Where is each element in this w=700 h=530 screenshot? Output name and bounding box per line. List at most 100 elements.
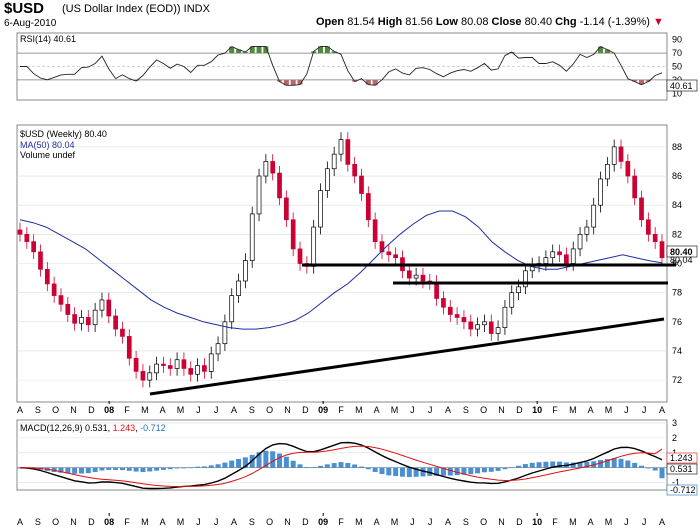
price-bar bbox=[509, 292, 515, 308]
axis-month-label: D bbox=[88, 405, 95, 415]
price-bar bbox=[120, 328, 125, 337]
macd-hist-bar bbox=[283, 456, 289, 468]
macd-hist-bar bbox=[311, 467, 317, 468]
price-bar bbox=[188, 368, 194, 375]
axis-month-label: N bbox=[70, 405, 77, 415]
axis-month-label: M bbox=[605, 405, 613, 415]
macd-hist-bar bbox=[181, 467, 187, 469]
macd-tick-label: 2 bbox=[672, 433, 677, 443]
macd-hist-bar bbox=[270, 451, 276, 468]
axis-month-label: J bbox=[214, 405, 219, 415]
macd-hist-bar bbox=[222, 462, 228, 468]
axis-month-label: D bbox=[516, 405, 523, 415]
ma-label: MA(50) 80.04 bbox=[20, 140, 75, 150]
price-bar bbox=[256, 175, 262, 215]
price-bar bbox=[126, 336, 132, 359]
trendline bbox=[149, 317, 665, 396]
axis-month-label: F bbox=[124, 517, 130, 527]
macd-hist-bar bbox=[154, 467, 160, 471]
axis-month-label: F bbox=[552, 517, 558, 527]
axis-month-label: M bbox=[141, 517, 149, 527]
price-last-value: 80.40 bbox=[670, 247, 693, 257]
rsi-tick-label: 10 bbox=[672, 88, 682, 98]
axis-month-label: J bbox=[410, 405, 415, 415]
macd-hist-bar bbox=[345, 462, 351, 468]
rsi-tick-label: 90 bbox=[672, 35, 682, 45]
macd-hist-bar bbox=[427, 467, 433, 476]
axis-month-label: J bbox=[624, 405, 629, 415]
price-bar bbox=[331, 153, 337, 170]
macd-hist-bar bbox=[481, 467, 487, 473]
axis-month-label: N bbox=[70, 517, 77, 527]
price-bar bbox=[611, 146, 617, 165]
macd-hist-bar bbox=[58, 467, 64, 473]
axis-month-label: N bbox=[498, 405, 505, 415]
price-bar bbox=[345, 139, 351, 165]
price-bar bbox=[564, 254, 569, 264]
macd-hist-bar bbox=[51, 467, 57, 472]
macd-hist-bar bbox=[632, 462, 638, 468]
axis-month-label: A bbox=[231, 405, 237, 415]
macd-hist-bar bbox=[475, 467, 481, 474]
price-bar bbox=[161, 363, 166, 366]
price-bar bbox=[550, 251, 556, 259]
axis-month-label: O bbox=[480, 517, 487, 527]
macd-hist-bar bbox=[652, 467, 658, 471]
price-bar bbox=[284, 197, 289, 221]
macd-hist-bar bbox=[119, 467, 125, 471]
price-bar bbox=[208, 353, 214, 372]
macd-hist-bar bbox=[461, 467, 467, 475]
price-bar bbox=[488, 321, 494, 334]
macd-hist-bar bbox=[318, 465, 324, 468]
price-bar bbox=[365, 193, 371, 221]
axis-month-label: D bbox=[88, 517, 95, 527]
axis-month-label: J bbox=[196, 405, 201, 415]
macd-hist-bar bbox=[133, 467, 139, 472]
macd-hist-bar bbox=[160, 467, 166, 470]
price-bar bbox=[24, 233, 30, 242]
axis-month-label: F bbox=[338, 517, 344, 527]
macd-hist-bar bbox=[331, 463, 337, 468]
macd-line bbox=[19, 441, 663, 490]
price-tick-label: 82 bbox=[672, 229, 682, 239]
price-bar bbox=[441, 298, 446, 308]
macd-hist-value: -0.712 bbox=[670, 485, 696, 495]
price-bar bbox=[51, 283, 57, 296]
price-bar bbox=[58, 295, 64, 305]
price-bar bbox=[352, 164, 358, 177]
macd-hist-bar bbox=[338, 462, 344, 468]
axis-month-label: J bbox=[214, 517, 219, 527]
macd-hist-bar bbox=[256, 452, 262, 468]
axis-month-label: M bbox=[355, 405, 363, 415]
macd-hist-bar bbox=[386, 467, 392, 476]
macd-hist-bar bbox=[208, 465, 214, 468]
axis-month-label: 08 bbox=[104, 405, 114, 415]
macd-hist-bar bbox=[72, 467, 78, 474]
macd-hist-bar bbox=[188, 467, 194, 469]
axis-month-label: S bbox=[463, 517, 469, 527]
macd-hist-bar bbox=[215, 464, 221, 468]
price-tick-label: 76 bbox=[672, 317, 682, 327]
macd-hist-bar bbox=[372, 467, 378, 472]
price-bar bbox=[44, 268, 50, 285]
price-panel: $USD (Weekly) 80.40 MA(50) 80.04 Volume … bbox=[16, 124, 698, 403]
axis-month-label: A bbox=[160, 405, 166, 415]
axis-month-label: J bbox=[642, 517, 647, 527]
price-bar bbox=[372, 219, 378, 242]
signal-line bbox=[20, 445, 663, 487]
axis-month-label: M bbox=[177, 405, 185, 415]
price-bar bbox=[202, 365, 207, 372]
macd-hist-bar bbox=[379, 467, 385, 475]
axis-month-label: A bbox=[374, 405, 380, 415]
price-tick-label: 84 bbox=[672, 200, 682, 210]
axis-month-label: J bbox=[428, 405, 433, 415]
price-bar bbox=[270, 161, 276, 174]
price-bar bbox=[461, 317, 467, 323]
quote-summary: Open 81.54 High 81.56 Low 80.08 Close 80… bbox=[316, 16, 664, 28]
rsi-tick-label: 70 bbox=[672, 48, 682, 58]
macd-hist-bar bbox=[195, 466, 201, 468]
macd-hist-bar bbox=[174, 467, 180, 469]
macd-tick-label: -1 bbox=[672, 478, 680, 488]
price-bar bbox=[413, 274, 419, 279]
